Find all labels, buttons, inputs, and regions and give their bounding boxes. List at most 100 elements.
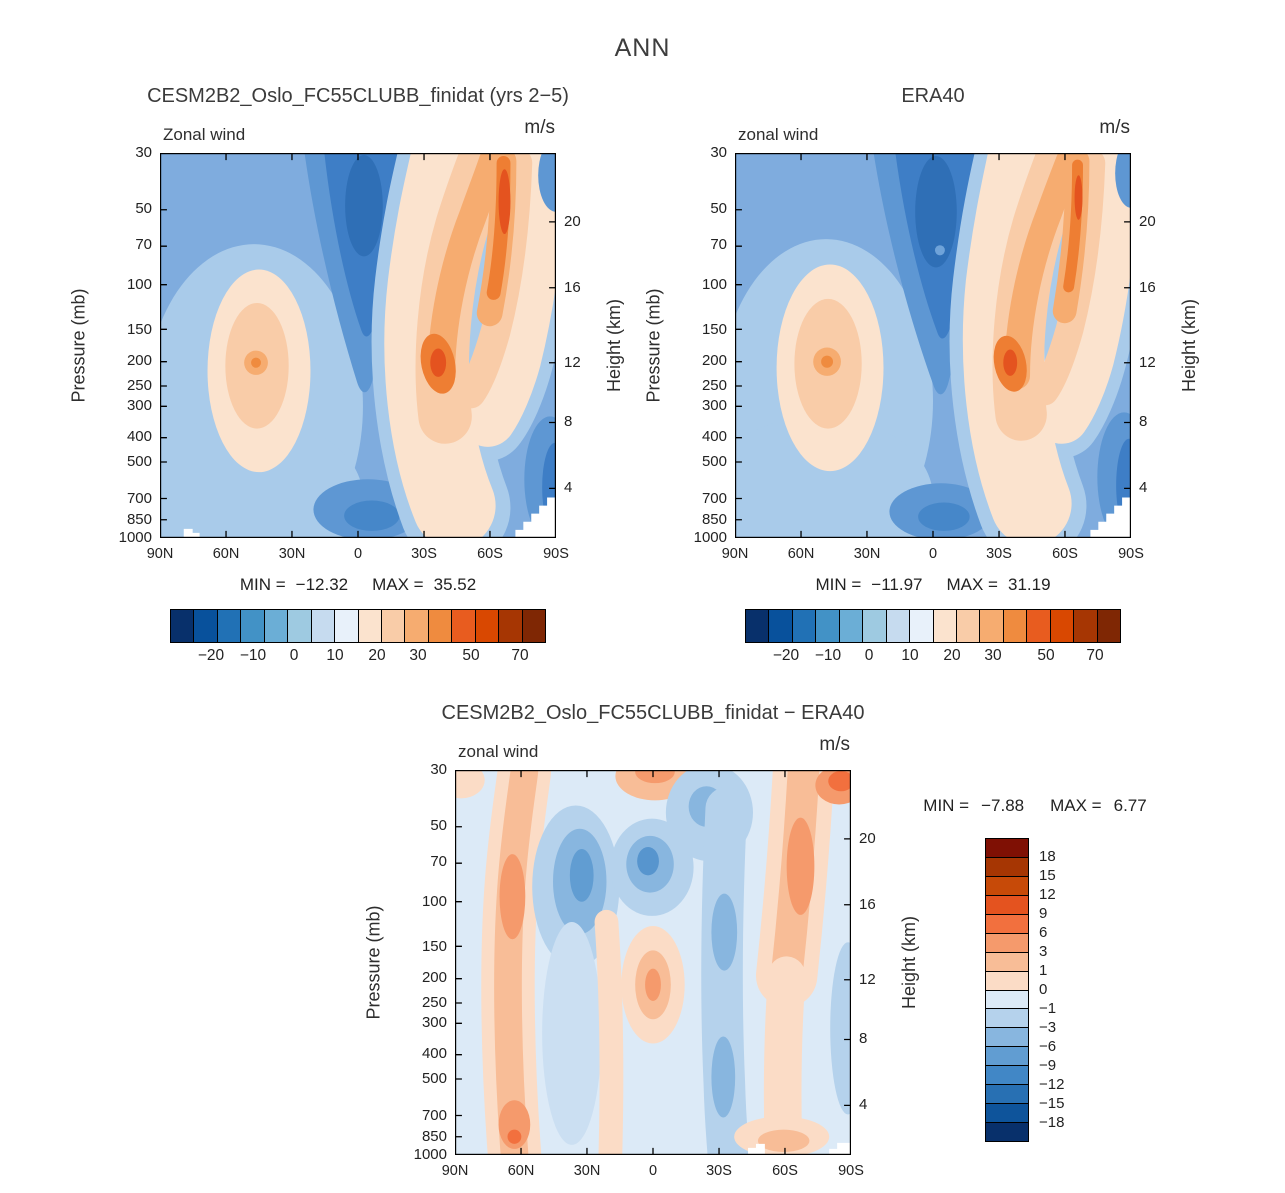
- height-tick-label: 20: [564, 213, 581, 230]
- colorbar-tick-label: 18: [1039, 848, 1056, 865]
- colorbar-cell: [287, 610, 311, 642]
- antarctica-mask: [829, 1142, 851, 1155]
- colorbar-cell: [986, 1103, 1028, 1123]
- height-tick-label: 12: [859, 971, 876, 988]
- colorbar-tick-label: −20: [772, 647, 800, 664]
- height-tick-label: 12: [564, 354, 581, 371]
- colorbar-cell: [746, 610, 769, 642]
- latitude-tick-label: 30N: [573, 1163, 601, 1179]
- minmax-readout: MIN = −11.97 MAX = 31.19: [735, 575, 1131, 595]
- units-label: m/s: [1099, 117, 1130, 138]
- colorbar-cell: [885, 610, 910, 642]
- colorbar-cell: [986, 913, 1028, 933]
- pressure-tick-label: 100: [701, 276, 727, 293]
- colorbar-tick-label: 10: [326, 647, 344, 664]
- pressure-tick-label: 30: [430, 761, 447, 778]
- colorbar-tick-label: 6: [1039, 924, 1048, 941]
- height-tick-label: 4: [859, 1096, 868, 1113]
- colorbar-cell: [909, 610, 933, 642]
- colorbar-cell: [263, 610, 288, 642]
- height-tick-label: 20: [1139, 213, 1156, 230]
- pressure-tick-label: 850: [126, 511, 152, 528]
- colorbar: [745, 609, 1121, 643]
- max-label: MAX =: [1050, 796, 1102, 815]
- colorbar-tick-label: 30: [409, 647, 427, 664]
- contour-region: [594, 909, 624, 1155]
- panel-difference: CESM2B2_Oslo_FC55CLUBB_finidat − ERA40 z…: [350, 702, 920, 1193]
- pressure-tick-label: 250: [421, 994, 447, 1011]
- colorbar-cell: [240, 610, 264, 642]
- latitude-tick-label: 60S: [772, 1163, 798, 1179]
- colorbar-cell: [1049, 610, 1074, 642]
- pressure-tick-label: 70: [710, 236, 727, 253]
- latitude-tick-label: 30S: [706, 1163, 732, 1179]
- latitude-tick-label: 60S: [477, 546, 503, 562]
- colorbar-tick-label: −9: [1039, 1057, 1057, 1074]
- colorbar-tick-label: 70: [1086, 647, 1104, 664]
- pressure-tick-label: 1000: [413, 1146, 447, 1163]
- variable-label: zonal wind: [738, 125, 819, 144]
- pressure-tick-label: 700: [701, 490, 727, 507]
- pressure-tick-label: 300: [701, 397, 727, 414]
- contour-field: [160, 153, 556, 538]
- latitude-tick-label: 90S: [1118, 546, 1144, 562]
- colorbar-cell: [955, 610, 980, 642]
- min-value: −12.32: [295, 575, 349, 594]
- contour-region: [701, 787, 750, 1155]
- variable-label: Zonal wind: [163, 125, 246, 144]
- plot-frame: [455, 770, 851, 1155]
- colorbar-cell: [193, 610, 217, 642]
- colorbar-cell: [979, 610, 1003, 642]
- colorbar-cell: [986, 856, 1028, 876]
- contour-region: [711, 893, 738, 971]
- max-value: 35.52: [433, 575, 477, 594]
- pressure-tick-label: 100: [421, 893, 447, 910]
- colorbar-tick-label: 10: [901, 647, 919, 664]
- pressure-tick-label: 300: [421, 1014, 447, 1031]
- colorbar: [170, 609, 546, 643]
- contour-region: [499, 854, 526, 940]
- height-tick-label: 8: [1139, 413, 1148, 430]
- pressure-tick-label: 1000: [118, 529, 152, 546]
- pressure-tick-label: 50: [710, 200, 727, 217]
- colorbar-cell: [334, 610, 358, 642]
- colorbar-tick-label: 70: [511, 647, 529, 664]
- colorbar-tick-label: −15: [1039, 1095, 1065, 1112]
- sh-jet-core: [430, 348, 447, 377]
- colorbar-tick-label: 0: [864, 647, 874, 664]
- colorbar-cell: [986, 1122, 1028, 1141]
- axis-title-text: Height (km): [603, 298, 624, 393]
- pressure-axis-title: Pressure (mb): [632, 153, 676, 538]
- min-label: MIN =: [923, 796, 970, 815]
- height-tick-label: 20: [859, 830, 876, 847]
- height-tick-label: 16: [1139, 279, 1156, 296]
- axis-ticks: [455, 770, 851, 1155]
- colorbar-tick-label: −6: [1039, 1038, 1057, 1055]
- colorbar-cell: [310, 610, 335, 642]
- units-label: m/s: [524, 117, 555, 138]
- max-label: MAX =: [372, 575, 424, 594]
- contour-region: [828, 771, 851, 792]
- max-value: 6.77: [1113, 796, 1147, 815]
- plot-frame: [735, 153, 1131, 538]
- colorbar-cell: [986, 951, 1028, 971]
- panel-title: CESM2B2_Oslo_FC55CLUBB_finidat (yrs 2−5): [147, 85, 569, 107]
- colorbar-tick-label: −1: [1039, 1000, 1057, 1017]
- contour-region: [1033, 153, 1131, 444]
- colorbar-cell: [838, 610, 863, 642]
- max-label: MAX =: [946, 575, 998, 594]
- colorbar-cell: [986, 1065, 1028, 1085]
- colorbar-cell: [815, 610, 839, 642]
- colorbar-tick-label: 50: [1037, 647, 1055, 664]
- pressure-tick-label: 300: [126, 397, 152, 414]
- axis-title-text: Pressure (mb): [363, 905, 384, 1020]
- pressure-tick-label: 400: [126, 428, 152, 445]
- colorbar-cell: [986, 1008, 1028, 1028]
- min-label: MIN =: [815, 575, 862, 594]
- panel-era40: ERA40 zonal wind m/s Pressure (mb) Heigh…: [630, 85, 1200, 685]
- contour-region: [344, 500, 400, 531]
- height-tick-label: 12: [1139, 354, 1156, 371]
- latitude-tick-label: 90N: [721, 546, 749, 562]
- contour-plot-svg: [160, 153, 556, 538]
